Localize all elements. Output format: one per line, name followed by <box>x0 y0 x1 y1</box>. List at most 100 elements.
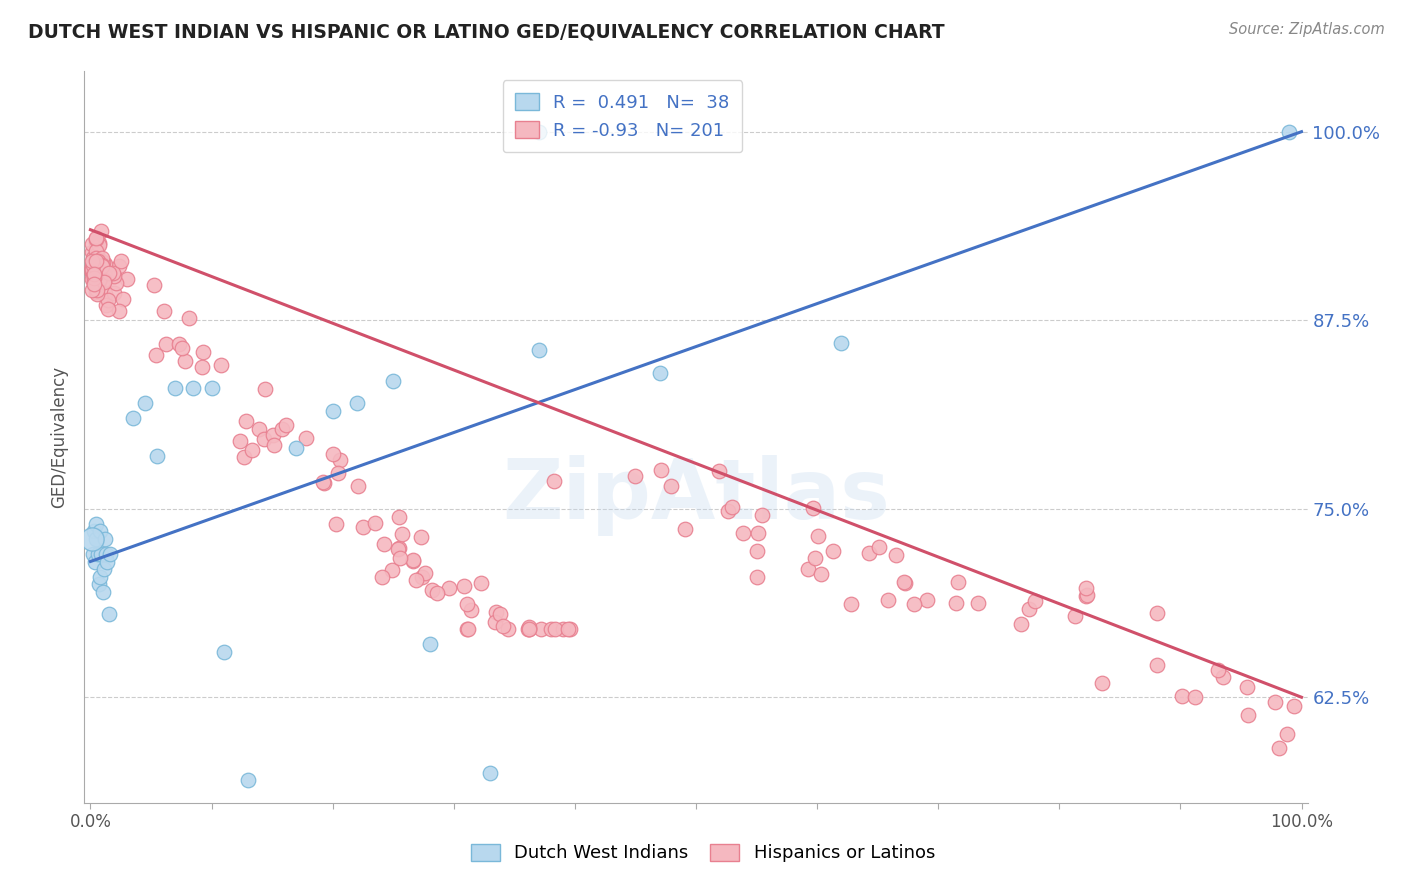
Point <box>89 235 111 250</box>
Point <box>1074 590 1097 604</box>
Point <box>83 272 105 286</box>
Point <box>409 530 432 544</box>
Point <box>517 620 540 634</box>
Point <box>810 567 832 582</box>
Point <box>80 266 103 280</box>
Point <box>373 537 395 551</box>
Point <box>86 253 108 268</box>
Point <box>103 266 125 280</box>
Point <box>903 597 925 611</box>
Point <box>86 275 108 289</box>
Point <box>155 336 177 351</box>
Point <box>387 542 409 557</box>
Point <box>364 516 387 531</box>
Point <box>233 450 256 464</box>
Point <box>235 414 257 428</box>
Point <box>544 623 567 637</box>
Point <box>457 623 479 637</box>
Point <box>717 504 740 518</box>
Point <box>80 254 103 268</box>
Point <box>86 287 108 301</box>
Point <box>391 527 413 541</box>
Point <box>530 623 553 637</box>
Text: Source: ZipAtlas.com: Source: ZipAtlas.com <box>1229 22 1385 37</box>
Point <box>209 358 232 372</box>
Point <box>624 468 647 483</box>
Point <box>110 254 132 268</box>
Point <box>143 278 166 293</box>
Point <box>97 302 120 317</box>
Point <box>134 396 156 410</box>
Point <box>236 773 259 788</box>
Point <box>751 508 773 522</box>
Point <box>328 466 350 480</box>
Point <box>179 311 201 326</box>
Point <box>172 341 194 355</box>
Point <box>1074 581 1097 595</box>
Point <box>413 566 436 580</box>
Point <box>329 452 352 467</box>
Point <box>191 345 214 359</box>
Point <box>1267 740 1289 755</box>
Point <box>90 547 112 561</box>
Y-axis label: GED/Equivalency: GED/Equivalency <box>51 366 69 508</box>
Point <box>381 563 404 577</box>
Point <box>247 422 270 436</box>
Point <box>80 262 103 277</box>
Point <box>91 270 114 285</box>
Point <box>103 269 125 284</box>
Point <box>93 257 115 271</box>
Point <box>89 569 111 583</box>
Point <box>111 292 134 306</box>
Point <box>83 268 105 283</box>
Point <box>312 475 335 490</box>
Point <box>1237 708 1260 723</box>
Point <box>82 258 104 272</box>
Point <box>387 541 409 556</box>
Point <box>661 479 683 493</box>
Point <box>84 231 107 245</box>
Point <box>90 268 112 282</box>
Point <box>84 277 107 292</box>
Point <box>93 562 115 576</box>
Point <box>731 525 754 540</box>
Point <box>346 478 368 492</box>
Point <box>94 287 117 301</box>
Point <box>80 284 103 298</box>
Point <box>1206 663 1229 677</box>
Point <box>868 540 890 554</box>
Point <box>1212 670 1234 684</box>
Point <box>1018 602 1040 616</box>
Point <box>86 283 108 297</box>
Point <box>1264 695 1286 709</box>
Text: ZipAtlas: ZipAtlas <box>502 455 890 536</box>
Point <box>470 576 492 591</box>
Point <box>103 285 125 300</box>
Point <box>229 434 252 448</box>
Point <box>146 449 169 463</box>
Point <box>253 432 276 446</box>
Point <box>82 260 104 275</box>
Point <box>967 596 990 610</box>
Point <box>82 265 104 279</box>
Point <box>90 223 112 237</box>
Point <box>86 278 108 293</box>
Point <box>200 381 222 395</box>
Point <box>1024 594 1046 608</box>
Point <box>121 411 143 425</box>
Point <box>270 422 292 436</box>
Point <box>84 251 107 265</box>
Point <box>1170 689 1192 703</box>
Point <box>84 285 107 299</box>
Point <box>893 575 915 590</box>
Point <box>191 360 214 375</box>
Point <box>453 579 475 593</box>
Point <box>517 623 540 637</box>
Point <box>801 501 824 516</box>
Point <box>80 259 103 273</box>
Point <box>426 586 449 600</box>
Point <box>371 569 394 583</box>
Point <box>479 765 502 780</box>
Point <box>86 532 108 546</box>
Point <box>183 381 205 395</box>
